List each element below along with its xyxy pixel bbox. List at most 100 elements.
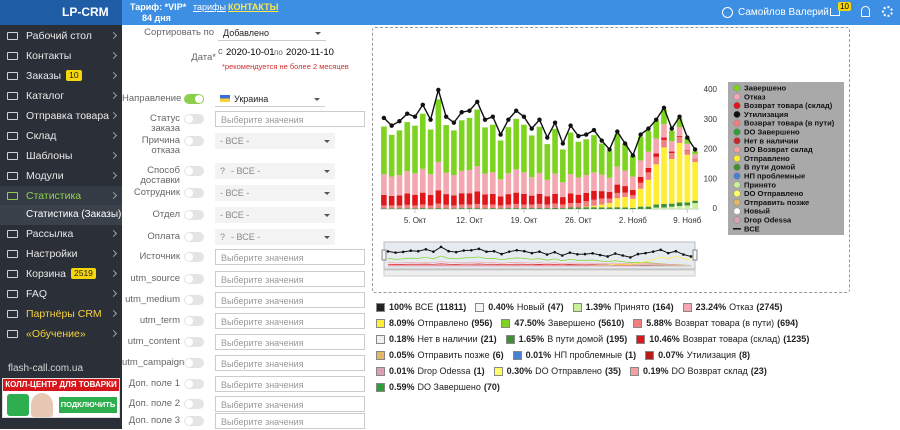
toggle[interactable] xyxy=(184,295,204,305)
menu-item[interactable]: Статистика (Заказы) xyxy=(0,205,122,225)
x-tick-label: 26. Окт xyxy=(565,216,592,225)
field-input[interactable]: - ВСЕ - xyxy=(215,133,335,149)
field-input[interactable]: Выберите значения xyxy=(215,292,365,308)
legend-label[interactable]: Отказ xyxy=(744,92,766,101)
field-value: Выберите значения xyxy=(221,115,304,125)
toggle[interactable] xyxy=(184,399,204,409)
legend-label[interactable]: Утилизация xyxy=(744,110,788,119)
user-name[interactable]: Самойлов Валерий xyxy=(738,7,829,18)
menu-item[interactable]: Каталог xyxy=(0,86,122,106)
bar-segment xyxy=(412,205,418,208)
toggle[interactable] xyxy=(184,316,204,326)
menu-item[interactable]: Контакты xyxy=(0,46,122,66)
menu-item[interactable]: Партнёры CRM xyxy=(0,304,122,324)
field-input[interactable]: Выберите значения xyxy=(215,376,365,392)
field-input[interactable]: Выберите значения xyxy=(215,249,365,265)
menu-item[interactable]: Шаблоны xyxy=(0,146,122,166)
toggle[interactable] xyxy=(184,136,204,146)
navigator-handle-left[interactable] xyxy=(382,250,386,260)
menu-item[interactable]: Статистика xyxy=(0,186,122,206)
date-from[interactable]: 2020-10-01 xyxy=(226,47,275,58)
menu-icon xyxy=(7,310,18,318)
contacts-link[interactable]: КОНТАКТЫ xyxy=(228,2,278,12)
menu-item[interactable]: Рабочий стол xyxy=(0,26,122,46)
legend-label[interactable]: Отправлено xyxy=(744,154,790,163)
toggle[interactable] xyxy=(184,274,204,284)
toggle[interactable] xyxy=(184,416,204,426)
banner-button[interactable]: ПОДКЛЮЧИТЬ xyxy=(59,397,117,413)
toggle[interactable] xyxy=(184,210,204,220)
summary-item: 0.30%DO Отправлено35 xyxy=(494,365,621,377)
field-input[interactable]: - ВСЕ - xyxy=(215,207,335,223)
summary-count: 1 xyxy=(625,350,636,360)
toggle[interactable] xyxy=(184,337,204,347)
legend-label[interactable]: Завершено xyxy=(744,84,787,93)
legend-label[interactable]: DO Отправлено xyxy=(744,189,804,198)
toggle[interactable] xyxy=(184,379,204,389)
legend-label[interactable]: Возврат товара (склад) xyxy=(744,101,833,110)
field-value: Выберите значения xyxy=(221,253,304,263)
menu-item[interactable]: Модули xyxy=(0,166,122,186)
toggle[interactable] xyxy=(184,232,204,242)
field-input[interactable]: Выберите значения xyxy=(215,111,365,127)
field-input[interactable]: ?- ВСЕ - xyxy=(215,229,335,245)
promo-banner[interactable]: КОЛЛ-ЦЕНТР ДЛЯ ТОВАРКИ ПОДКЛЮЧИТЬ xyxy=(2,378,120,418)
scrollbar[interactable] xyxy=(384,270,695,276)
menu-item[interactable]: Рассылка xyxy=(0,224,122,244)
legend-label[interactable]: DO Возврат склад xyxy=(744,145,813,154)
summary-item: 0.07%Утилизация8 xyxy=(645,349,750,361)
legend-label[interactable]: DO Завершено xyxy=(744,128,800,137)
legend-label[interactable]: Нет в наличии xyxy=(744,136,799,145)
field-input[interactable]: Выберите значения xyxy=(215,396,365,412)
summary-item: 0.01%Drop Odessa1 xyxy=(376,365,485,377)
field-input[interactable]: Выберите значения xyxy=(215,334,365,350)
menu-badge: 10 xyxy=(66,70,81,81)
field-input[interactable]: Выберите значения xyxy=(215,313,365,329)
summary-item: 23.24%Отказ2745 xyxy=(683,301,783,313)
legend-label[interactable]: НП проблемные xyxy=(744,172,805,181)
legend-label[interactable]: Возврат товара (в пути) xyxy=(744,119,835,128)
toggle[interactable] xyxy=(184,114,204,124)
date-to[interactable]: 2020-11-10 xyxy=(286,47,334,58)
legend-label[interactable]: Отправить позже xyxy=(744,198,809,207)
toggle[interactable] xyxy=(184,358,204,368)
bar-segment xyxy=(646,172,652,179)
menu-item[interactable]: FAQ xyxy=(0,284,122,304)
bar-segment xyxy=(397,208,403,209)
bar-segment xyxy=(583,201,589,206)
legend-label[interactable]: Drop Odessa xyxy=(744,216,792,225)
bell-icon[interactable] xyxy=(861,6,870,17)
toggle[interactable] xyxy=(184,94,204,104)
summary-percent: 0.19% xyxy=(643,366,669,376)
bar-segment xyxy=(568,132,574,174)
field-input[interactable]: Выберите значения xyxy=(215,355,365,371)
toggle[interactable] xyxy=(184,188,204,198)
tariffs-link[interactable]: тарифы xyxy=(193,2,226,12)
menu-chevron xyxy=(110,230,117,237)
navigator-handle-right[interactable] xyxy=(693,250,697,260)
menu-item[interactable]: «Обучение» xyxy=(0,324,122,344)
bar-segment xyxy=(677,143,683,203)
user-icon[interactable] xyxy=(722,7,733,18)
legend-label[interactable]: Новый xyxy=(744,207,770,216)
toggle[interactable] xyxy=(184,166,204,176)
field-input[interactable]: Украина xyxy=(215,91,325,107)
menu-item[interactable]: Склад xyxy=(0,126,122,146)
menu-item[interactable]: Отправка товара xyxy=(0,106,122,126)
field-input[interactable]: ?- ВСЕ - xyxy=(215,163,335,179)
logo[interactable]: LP-CRM xyxy=(0,0,122,25)
legend-label[interactable]: Принято xyxy=(744,180,776,189)
field-input[interactable]: - ВСЕ - xyxy=(215,185,335,201)
field-input[interactable]: Выберите значения xyxy=(215,413,365,429)
promo-site[interactable]: flash-call.com.ua xyxy=(8,363,83,374)
toggle[interactable] xyxy=(184,252,204,262)
bar-segment xyxy=(404,205,410,209)
legend-label[interactable]: ВСЕ xyxy=(744,224,760,233)
field-input[interactable]: Выберите значения xyxy=(215,271,365,287)
menu-item[interactable]: Настройки xyxy=(0,244,122,264)
sort-select[interactable]: Добавлено xyxy=(218,25,326,41)
legend-label[interactable]: В пути домой xyxy=(744,163,796,172)
settings-icon[interactable] xyxy=(882,6,893,17)
